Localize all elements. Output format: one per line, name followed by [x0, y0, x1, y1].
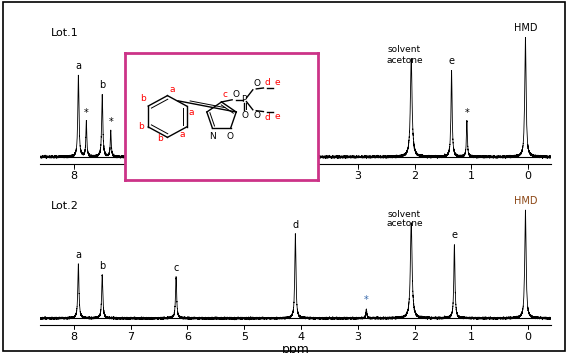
Text: O: O	[226, 132, 233, 141]
Text: P: P	[241, 95, 247, 104]
Text: *: *	[84, 108, 89, 118]
Text: b: b	[137, 121, 143, 131]
Text: c: c	[223, 90, 228, 99]
Text: b: b	[99, 80, 106, 90]
Text: c: c	[148, 130, 153, 140]
Text: solvent: solvent	[388, 210, 421, 219]
Text: Lot.1: Lot.1	[51, 28, 79, 38]
Text: a: a	[179, 130, 185, 139]
Text: a: a	[76, 61, 81, 71]
Text: solvent: solvent	[388, 45, 421, 54]
Text: d: d	[264, 78, 270, 87]
Text: e: e	[274, 113, 280, 121]
Text: *: *	[364, 295, 369, 305]
Text: d: d	[264, 113, 270, 122]
X-axis label: ppm: ppm	[281, 343, 310, 353]
Text: HMD: HMD	[513, 23, 537, 32]
Text: e: e	[274, 78, 280, 87]
Text: acetone: acetone	[386, 220, 423, 228]
Text: O: O	[242, 111, 249, 120]
Text: O: O	[253, 111, 260, 120]
Text: c: c	[173, 263, 179, 273]
Text: *: *	[465, 108, 469, 118]
Text: HMD: HMD	[513, 196, 537, 206]
Text: d: d	[293, 220, 298, 229]
Text: e: e	[452, 231, 457, 240]
Text: Lot.2: Lot.2	[51, 202, 79, 211]
Text: O: O	[253, 79, 260, 88]
Text: O: O	[232, 90, 240, 99]
Text: acetone: acetone	[386, 56, 423, 65]
Text: b: b	[140, 94, 147, 103]
Text: a: a	[189, 108, 194, 117]
Text: N: N	[209, 132, 216, 141]
Text: b: b	[157, 134, 162, 143]
Text: a: a	[76, 250, 81, 260]
Text: *: *	[108, 117, 113, 127]
Text: b: b	[99, 261, 106, 271]
Text: e: e	[449, 56, 454, 66]
Text: d: d	[293, 56, 298, 66]
Text: *: *	[304, 118, 309, 128]
Text: a: a	[170, 85, 176, 94]
